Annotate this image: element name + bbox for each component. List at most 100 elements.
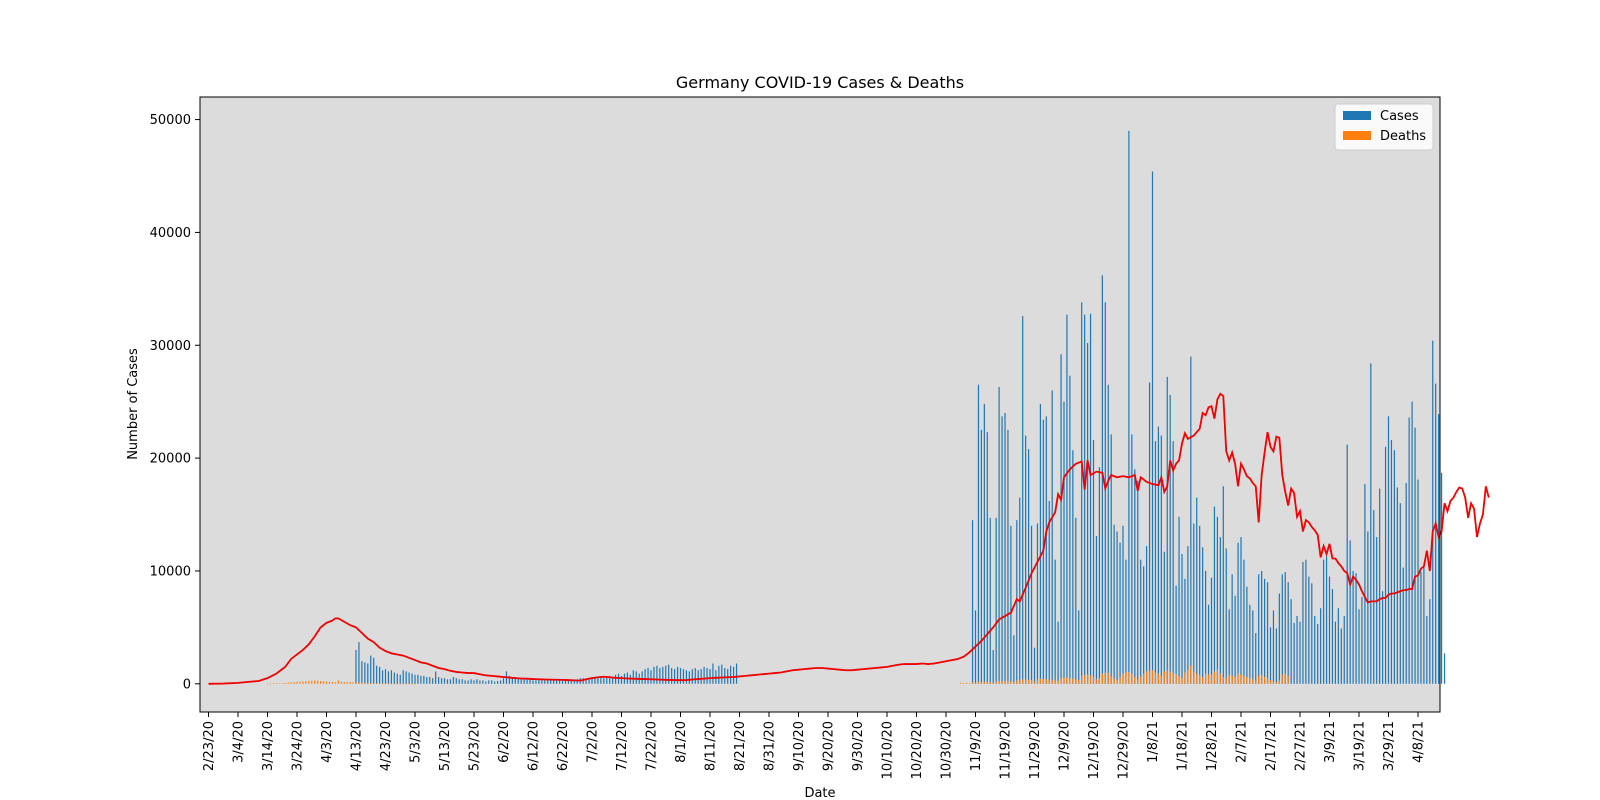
deaths-bar <box>960 682 962 684</box>
cases-bar <box>373 657 375 684</box>
cases-bar <box>582 678 584 684</box>
legend: Cases Deaths <box>1334 103 1434 151</box>
x-tick-label: 5/3/20 <box>409 721 424 763</box>
cases-bar <box>1181 554 1183 684</box>
deaths-bar <box>411 683 413 685</box>
deaths-bar <box>989 682 991 684</box>
deaths-bar <box>358 682 360 684</box>
cases-bar <box>1275 628 1277 684</box>
deaths-bar <box>1104 672 1106 684</box>
rolling-average-line <box>208 392 1490 685</box>
cases-bar <box>1240 537 1242 684</box>
cases-bar <box>1438 414 1440 684</box>
deaths-bar <box>275 683 277 684</box>
cases-bar <box>1172 441 1174 684</box>
cases-bar <box>1054 559 1056 684</box>
cases-bar <box>1290 599 1292 684</box>
deaths-bar <box>1084 674 1086 684</box>
deaths-bar <box>287 682 289 684</box>
cases-bar <box>662 666 664 684</box>
cases-bar <box>1323 559 1325 684</box>
cases-bar <box>544 680 546 684</box>
cases-bar <box>647 667 649 684</box>
cases-bar <box>1107 384 1109 684</box>
deaths-bar <box>367 682 369 684</box>
cases-bar <box>992 649 994 684</box>
cases-bar <box>370 655 372 684</box>
cases-bar <box>641 671 643 684</box>
cases-bar <box>573 679 575 684</box>
deaths-bar <box>340 681 342 684</box>
deaths-bar <box>992 682 994 684</box>
cases-bar <box>1393 450 1395 684</box>
cases-bar <box>1151 171 1154 684</box>
cases-bar <box>1379 488 1381 684</box>
cases-bar <box>1022 315 1024 684</box>
x-tick-label: 11/19/20 <box>999 721 1014 779</box>
cases-bar <box>1367 531 1369 684</box>
deaths-bar <box>1193 671 1195 684</box>
x-tick-label: 1/18/21 <box>1176 721 1191 771</box>
cases-bar <box>1287 582 1289 684</box>
cases-bar <box>1025 435 1027 684</box>
cases-bar <box>1296 616 1298 684</box>
cases-bar <box>461 679 463 684</box>
deaths-bar <box>1225 678 1227 684</box>
deaths-bar <box>1098 678 1100 684</box>
deaths-bar <box>334 682 336 684</box>
deaths-bar <box>1045 679 1047 684</box>
deaths-bar <box>1264 677 1266 684</box>
cases-bar <box>1116 531 1118 684</box>
x-tick-label: 7/2/20 <box>586 721 601 763</box>
cases-bar <box>470 679 472 684</box>
cases-bar <box>458 679 460 684</box>
cases-bar <box>523 679 525 684</box>
cases-bar <box>1266 582 1269 684</box>
deaths-bar <box>1066 677 1068 684</box>
deaths-bar <box>1013 682 1015 684</box>
cases-bar <box>1349 540 1351 684</box>
cases-bar <box>1202 547 1204 684</box>
cases-bar <box>1019 497 1021 684</box>
deaths-bar <box>384 683 387 685</box>
deaths-bar <box>364 682 366 684</box>
cases-bar <box>1045 416 1047 684</box>
deaths-bar <box>370 683 372 684</box>
deaths-bar <box>1272 681 1275 684</box>
cases-bar <box>1078 610 1080 684</box>
cases-bar <box>612 677 614 684</box>
cases-bar <box>1169 394 1171 684</box>
cases-bar <box>1370 363 1372 684</box>
x-tick-label: 4/13/20 <box>350 721 365 771</box>
deaths-bar <box>1010 681 1012 684</box>
cases-bar <box>508 675 510 684</box>
cases-bar <box>674 669 676 684</box>
cases-bar <box>1376 537 1378 684</box>
deaths-bar <box>1089 675 1092 684</box>
x-axis-title: Date <box>804 786 835 800</box>
deaths-bar <box>1143 673 1145 684</box>
cases-bar <box>1325 556 1328 684</box>
cases-bar <box>995 517 997 684</box>
x-tick-label: 3/9/21 <box>1323 721 1338 763</box>
x-tick-label: 9/20/20 <box>822 721 837 771</box>
deaths-bar <box>373 683 375 684</box>
cases-bar <box>1110 434 1112 684</box>
cases-bar <box>733 666 735 684</box>
cases-bar <box>570 680 572 684</box>
deaths-bar <box>402 683 404 685</box>
x-tick-label: 10/10/20 <box>881 721 896 779</box>
deaths-bar <box>1110 675 1112 684</box>
cases-bar <box>650 670 652 684</box>
deaths-bar <box>1157 673 1159 684</box>
cases-bar <box>1175 585 1177 684</box>
deaths-bar <box>1190 665 1192 684</box>
cases-bar <box>1402 567 1404 684</box>
x-tick-label: 6/2/20 <box>497 721 512 763</box>
deaths-bar <box>1140 675 1142 684</box>
cases-bar <box>1036 523 1039 684</box>
cases-bar <box>396 673 398 684</box>
cases-bar <box>1104 302 1106 684</box>
deaths-bar <box>980 682 982 684</box>
deaths-bar <box>314 680 316 684</box>
